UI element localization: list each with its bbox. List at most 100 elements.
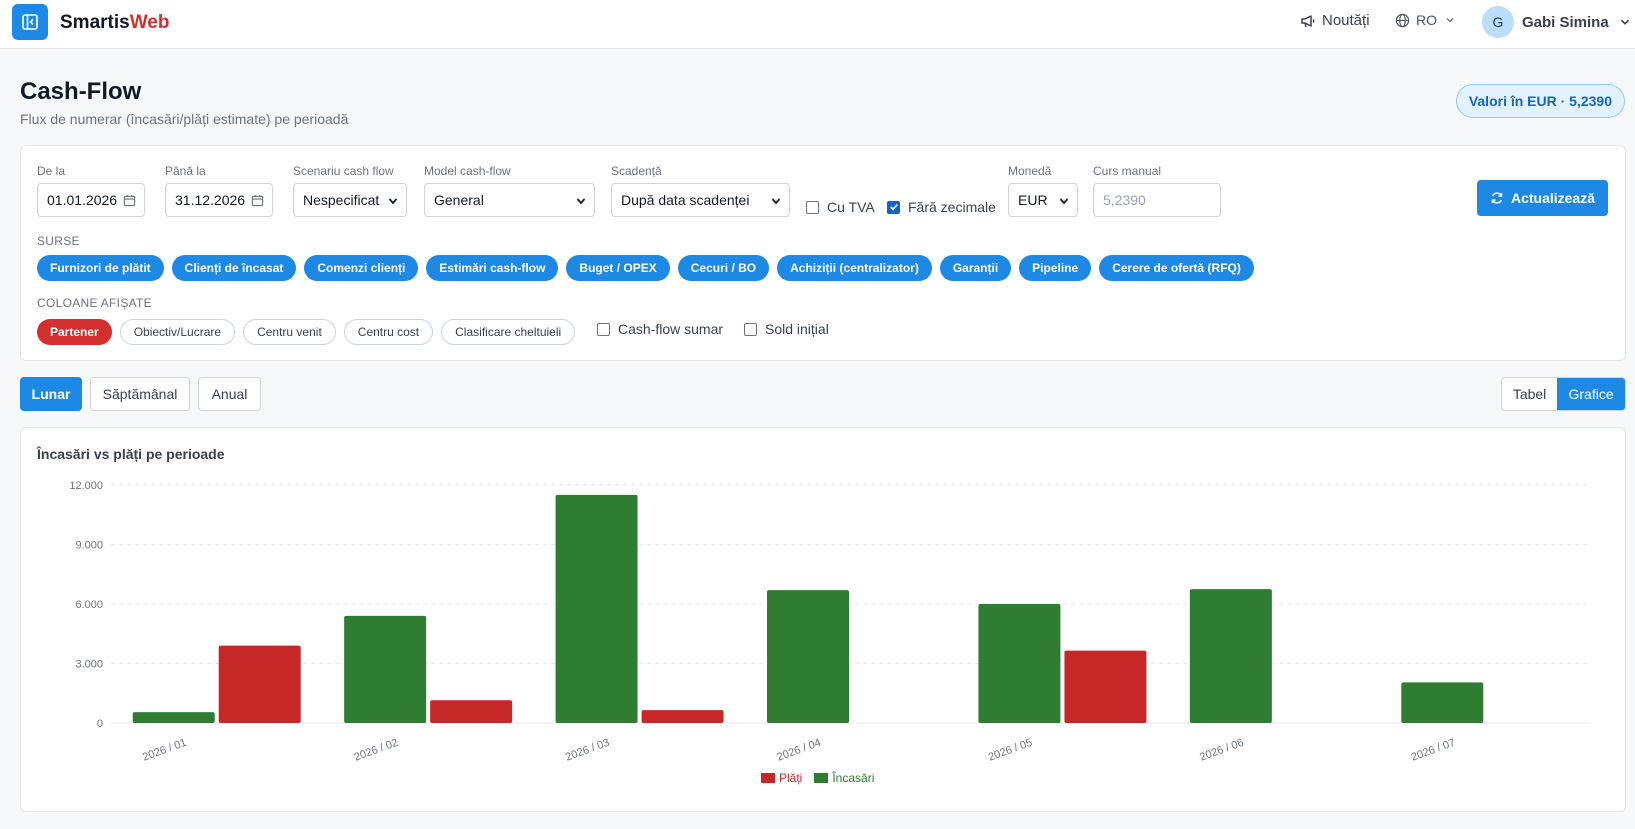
y-tick-label: 3.000 — [75, 659, 103, 671]
bar-receipts — [344, 615, 427, 723]
scenario-select[interactable]: Nespecificat — [293, 183, 407, 217]
user-name: Gabi Simina — [1522, 13, 1609, 31]
bar-payments — [218, 645, 301, 723]
vat-checkbox-box[interactable] — [806, 200, 819, 214]
to-date-input[interactable]: 31.12.2026 — [165, 183, 273, 217]
page-title: Cash-Flow — [20, 78, 142, 105]
calendar-icon — [251, 194, 264, 207]
cashflow-summary-label: Cash-flow sumar — [618, 321, 724, 337]
sources-title: SURSE — [37, 234, 80, 248]
sidebar-collapse-icon — [22, 14, 38, 30]
bar-payments — [641, 710, 724, 723]
period-weekly-button[interactable]: Săptămânal — [90, 377, 190, 411]
due-label: Scadență — [611, 164, 662, 178]
to-date-label: Până la — [165, 164, 206, 178]
column-chip[interactable]: Obiectiv/Lucrare — [119, 319, 236, 345]
brand-accent-text: Web — [129, 12, 170, 33]
due-select[interactable]: După data scadenței — [611, 183, 790, 217]
model-select[interactable]: General — [424, 183, 595, 217]
chevron-down-icon — [771, 198, 781, 205]
vat-label: Cu TVA — [827, 199, 875, 215]
legend-item-payments[interactable]: Plăți — [761, 771, 802, 785]
app-logo[interactable]: SmartisWeb — [60, 12, 169, 34]
source-chip[interactable]: Clienți de încasat — [171, 255, 297, 281]
model-value: General — [434, 192, 484, 208]
view-table-button[interactable]: Tabel — [1512, 386, 1547, 402]
chevron-down-icon — [576, 198, 586, 205]
manual-rate-input[interactable]: 5,2390 — [1093, 183, 1221, 217]
source-chip[interactable]: Garanții — [939, 255, 1012, 281]
vat-checkbox[interactable]: Cu TVA — [806, 199, 875, 215]
bar-receipts — [555, 494, 638, 723]
chevron-down-icon — [388, 198, 398, 205]
x-tick-label: 2026 / 02 — [353, 737, 400, 764]
source-chip[interactable]: Achiziții (centralizator) — [777, 255, 932, 281]
legend-item-receipts[interactable]: Încasări — [814, 771, 874, 785]
model-label: Model cash-flow — [424, 164, 511, 178]
manual-rate-placeholder: 5,2390 — [1103, 192, 1146, 208]
bar-chart: 0 3.000 6.000 9.000 12.000 2026 / 01 2026 / 02… — [69, 480, 1591, 764]
opening-balance-box[interactable] — [744, 322, 757, 336]
currency-select[interactable]: EUR — [1008, 183, 1078, 217]
source-chip[interactable]: Cecuri / BO — [677, 255, 770, 281]
chart-legend: Plăți Încasări — [761, 771, 886, 785]
column-chip[interactable]: Centru cost — [343, 319, 434, 345]
view-charts-button[interactable]: Grafice — [1557, 378, 1625, 410]
no-decimals-checkbox-box[interactable] — [887, 200, 900, 214]
top-bar: SmartisWeb Noutăți RO G Gabi Simina — [0, 0, 1635, 49]
source-chip[interactable]: Furnizori de plătit — [37, 255, 164, 281]
period-monthly-button[interactable]: Lunar — [20, 377, 82, 411]
cashflow-summary-box[interactable] — [597, 322, 610, 336]
no-decimals-checkbox[interactable]: Fără zecimale — [887, 199, 996, 215]
source-chip[interactable]: Buget / OPEX — [566, 255, 670, 281]
bar-receipts — [132, 712, 215, 723]
bar-receipts — [978, 604, 1061, 723]
source-chip[interactable]: Estimări cash-flow — [426, 255, 559, 281]
y-tick-label: 9.000 — [75, 540, 103, 552]
cashflow-summary-checkbox[interactable]: Cash-flow sumar — [597, 321, 723, 337]
legend-swatch-receipts — [814, 773, 829, 783]
currency-label: Monedă — [1008, 164, 1052, 178]
update-button[interactable]: Actualizează — [1477, 180, 1608, 216]
page-subtitle: Flux de numerar (încasări/plăți estimate… — [20, 111, 349, 127]
bar-receipts — [767, 590, 849, 723]
columns-chips: Partener Obiectiv/Lucrare Centru venit C… — [37, 319, 576, 345]
column-chip[interactable]: Partener — [37, 319, 112, 345]
from-date-value: 01.01.2026 — [47, 192, 118, 208]
language-label: RO — [1416, 12, 1437, 28]
opening-balance-label: Sold inițial — [765, 321, 829, 337]
view-toggle: Tabel Grafice — [1501, 377, 1626, 411]
due-value: După data scadenței — [621, 192, 750, 208]
source-chip[interactable]: Comenzi clienți — [304, 255, 419, 281]
x-tick-label: 2026 / 01 — [141, 737, 188, 764]
legend-swatch-payments — [761, 773, 775, 783]
avatar-initial: G — [1492, 14, 1504, 30]
chart-card: Încasări vs plăți pe perioade 0 3.000 6.00… — [20, 427, 1626, 812]
brand-main-text: Smartis — [60, 12, 130, 33]
user-menu[interactable]: G Gabi Simina — [1482, 6, 1631, 38]
bar-payments — [1064, 650, 1147, 723]
columns-title: COLOANE AFIȘATE — [37, 296, 152, 310]
y-tick-label: 0 — [97, 718, 103, 730]
refresh-icon — [1491, 192, 1503, 204]
bar-receipts — [1401, 682, 1484, 723]
scenario-value: Nespecificat — [303, 192, 380, 208]
bar-payments — [430, 700, 513, 723]
source-chip[interactable]: Pipeline — [1019, 255, 1092, 281]
news-button[interactable]: Noutăți — [1300, 12, 1370, 29]
opening-balance-checkbox[interactable]: Sold inițial — [744, 321, 829, 337]
scenario-label: Scenariu cash flow — [293, 164, 394, 178]
language-selector[interactable]: RO — [1395, 12, 1461, 28]
chart-title: Încasări vs plăți pe perioade — [37, 446, 225, 462]
x-tick-label: 2026 / 07 — [1410, 737, 1457, 764]
column-chip[interactable]: Centru venit — [243, 319, 336, 345]
source-chip[interactable]: Cerere de ofertă (RFQ) — [1099, 255, 1254, 281]
column-chip[interactable]: Clasificare cheltuieli — [441, 319, 576, 345]
from-date-input[interactable]: 01.01.2026 — [37, 183, 145, 217]
globe-icon — [1395, 13, 1410, 27]
chevron-down-icon — [1446, 18, 1454, 23]
x-tick-label: 2026 / 06 — [1198, 737, 1245, 764]
period-yearly-button[interactable]: Anual — [198, 377, 261, 411]
sidebar-toggle-button[interactable] — [12, 4, 48, 40]
sources-chips: Furnizori de plătit Clienți de încasat C… — [37, 255, 1254, 281]
